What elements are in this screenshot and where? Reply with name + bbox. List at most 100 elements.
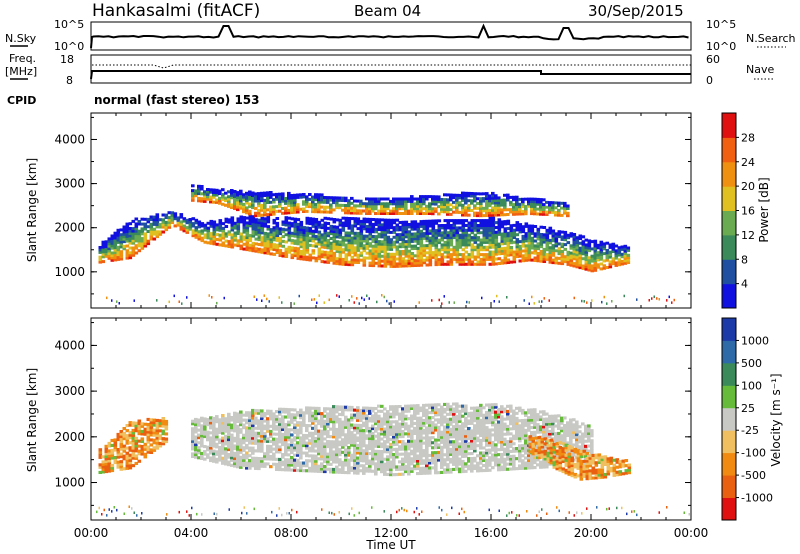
heatmap-cell bbox=[416, 444, 420, 448]
noise-cell bbox=[523, 299, 525, 302]
heatmap-cell bbox=[344, 418, 348, 422]
heatmap-cell bbox=[305, 426, 309, 430]
heatmap-cell bbox=[554, 213, 558, 217]
heatmap-cell bbox=[239, 450, 243, 454]
heatmap-cell bbox=[317, 409, 321, 413]
heatmap-cell bbox=[419, 461, 423, 465]
heatmap-cell bbox=[404, 254, 409, 258]
heatmap-cell bbox=[368, 212, 372, 215]
heatmap-cell bbox=[383, 245, 388, 249]
heatmap-cell bbox=[206, 226, 211, 230]
heatmap-cell bbox=[221, 461, 225, 465]
heatmap-cell bbox=[293, 436, 297, 440]
heatmap-cell bbox=[125, 229, 130, 233]
heatmap-cell bbox=[197, 436, 201, 440]
heatmap-cell bbox=[494, 262, 499, 266]
heatmap-cell bbox=[299, 438, 303, 442]
heatmap-cell bbox=[434, 195, 438, 199]
heatmap-cell bbox=[374, 422, 378, 426]
noise-cell bbox=[211, 296, 213, 299]
heatmap-cell bbox=[293, 418, 297, 422]
heatmap-cell bbox=[374, 462, 378, 466]
heatmap-cell bbox=[317, 220, 322, 224]
heatmap-cell bbox=[584, 265, 589, 269]
heatmap-cell bbox=[623, 254, 628, 258]
heatmap-cell bbox=[395, 252, 400, 256]
heatmap-cell bbox=[386, 410, 390, 414]
heatmap-cell bbox=[482, 214, 486, 218]
heatmap-cell bbox=[449, 435, 453, 439]
heatmap-cell bbox=[290, 420, 294, 424]
heatmap-cell bbox=[191, 198, 195, 202]
heatmap-cell bbox=[206, 229, 211, 233]
heatmap-cell bbox=[134, 222, 139, 226]
heatmap-cell bbox=[458, 452, 462, 456]
heatmap-cell bbox=[308, 197, 312, 201]
noise-cell bbox=[601, 300, 603, 304]
heatmap-cell bbox=[593, 259, 598, 263]
heatmap-cell bbox=[341, 221, 346, 225]
heatmap-cell bbox=[251, 224, 256, 228]
heatmap-cell bbox=[512, 236, 517, 239]
heatmap-cell bbox=[398, 212, 402, 215]
heatmap-cell bbox=[266, 427, 270, 431]
heatmap-cell bbox=[287, 231, 292, 235]
heatmap-cell bbox=[272, 243, 277, 247]
heatmap-cell bbox=[536, 259, 541, 263]
heatmap-cell bbox=[377, 240, 382, 244]
heatmap-cell bbox=[404, 452, 408, 456]
heatmap-cell bbox=[404, 228, 409, 231]
heatmap-cell bbox=[230, 451, 234, 455]
heatmap-cell bbox=[131, 249, 136, 252]
heatmap-cell bbox=[260, 238, 265, 242]
heatmap-cell bbox=[353, 211, 357, 215]
heatmap-cell bbox=[593, 256, 598, 260]
heatmap-cell bbox=[323, 442, 327, 446]
heatmap-cell bbox=[422, 471, 426, 475]
heatmap-cell bbox=[344, 262, 349, 266]
heatmap-cell bbox=[452, 210, 456, 214]
heatmap-cell bbox=[506, 219, 511, 223]
heatmap-cell bbox=[392, 410, 396, 414]
heatmap-cell bbox=[119, 235, 124, 239]
heatmap-cell bbox=[284, 468, 288, 472]
heatmap-cell bbox=[392, 442, 396, 446]
heatmap-cell bbox=[389, 412, 393, 416]
heatmap-cell bbox=[401, 233, 406, 236]
heatmap-cell bbox=[398, 432, 402, 436]
heatmap-cell bbox=[386, 430, 390, 434]
heatmap-cell bbox=[503, 241, 508, 245]
heatmap-cell bbox=[488, 213, 492, 217]
heatmap-cell bbox=[302, 193, 306, 196]
heatmap-cell bbox=[428, 416, 432, 420]
heatmap-cell bbox=[515, 210, 519, 214]
noise-cell bbox=[448, 301, 450, 304]
heatmap-cell bbox=[305, 248, 310, 252]
heatmap-cell bbox=[272, 235, 277, 239]
heatmap-cell bbox=[455, 404, 459, 408]
heatmap-cell bbox=[290, 448, 294, 452]
heatmap-cell bbox=[413, 429, 417, 433]
noise-cell bbox=[538, 300, 540, 303]
heatmap-cell bbox=[308, 258, 313, 262]
heatmap-cell bbox=[305, 459, 309, 463]
heatmap-cell bbox=[308, 243, 313, 247]
heatmap-cell bbox=[467, 233, 472, 237]
heatmap-cell bbox=[356, 411, 360, 415]
heatmap-cell bbox=[230, 423, 234, 427]
heatmap-cell bbox=[215, 193, 219, 197]
heatmap-cell bbox=[293, 227, 298, 231]
heatmap-cell bbox=[344, 221, 349, 225]
heatmap-cell bbox=[272, 231, 277, 235]
noise-cell bbox=[583, 300, 585, 303]
heatmap-cell bbox=[419, 429, 423, 433]
heatmap-cell bbox=[461, 470, 465, 474]
heatmap-cell bbox=[371, 199, 375, 203]
heatmap-cell bbox=[413, 414, 417, 418]
heatmap-cell bbox=[509, 253, 514, 257]
heatmap-cell bbox=[248, 248, 253, 252]
heatmap-cell bbox=[461, 240, 466, 244]
heatmap-cell bbox=[257, 439, 261, 443]
heatmap-cell bbox=[470, 243, 475, 247]
heatmap-cell bbox=[167, 220, 172, 224]
